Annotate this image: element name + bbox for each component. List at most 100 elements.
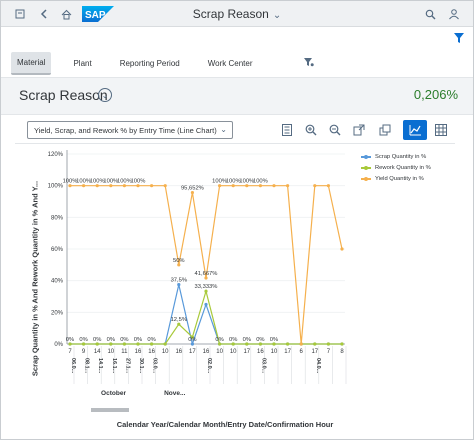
- data-point: [218, 184, 222, 188]
- filter-icon[interactable]: [453, 32, 465, 47]
- data-point: [122, 184, 126, 188]
- x-tick-label: 7: [327, 349, 331, 355]
- line-chart: Scrap Quantity in % And Rework Quantity …: [15, 143, 455, 438]
- chevron-down-icon: ⌄: [272, 10, 282, 21]
- data-point: [340, 247, 344, 251]
- data-point: [204, 289, 208, 293]
- data-label: 100%: [63, 179, 78, 185]
- x-date-label: 08.1...: [84, 358, 90, 374]
- data-point: [177, 263, 181, 267]
- legend-item-yield[interactable]: Yield Quantity in %: [361, 176, 431, 182]
- export-icon[interactable]: [349, 120, 369, 140]
- data-label: 33,333%: [195, 284, 218, 290]
- data-point: [150, 342, 154, 346]
- chart-view-icon[interactable]: [403, 120, 427, 140]
- tab-plant[interactable]: Plant: [73, 58, 92, 68]
- zoom-in-icon[interactable]: [301, 120, 321, 140]
- data-point: [245, 184, 249, 188]
- tab-work-center[interactable]: Work Center: [207, 58, 253, 68]
- x-tick-label: 16: [257, 349, 264, 355]
- overflow-menu-icon[interactable]: [11, 5, 29, 23]
- share-icon[interactable]: [375, 120, 395, 140]
- tab-material[interactable]: Material: [11, 51, 52, 75]
- data-label: 50%: [173, 258, 185, 264]
- x-date-label: 03.0...: [152, 358, 158, 374]
- data-point: [258, 342, 262, 346]
- data-point: [231, 184, 235, 188]
- data-point: [190, 342, 194, 346]
- data-point: [231, 342, 235, 346]
- x-tick-label: 6: [300, 349, 304, 355]
- data-label: 0%: [147, 337, 155, 343]
- home-icon[interactable]: [57, 5, 75, 23]
- data-point: [340, 342, 344, 346]
- data-point: [136, 184, 140, 188]
- data-label: 0%: [66, 337, 74, 343]
- data-point: [163, 342, 167, 346]
- x-date-label: 02.0...: [206, 358, 212, 374]
- sap-logo[interactable]: SAP: [82, 6, 114, 22]
- shell-title-text: Scrap Reason: [192, 7, 269, 21]
- data-label: 0%: [107, 337, 115, 343]
- x-tick-label: 16: [175, 349, 182, 355]
- data-point: [68, 184, 72, 188]
- data-point: [109, 342, 113, 346]
- chart-type-select[interactable]: Yield, Scrap, and Rework % by Entry Time…: [27, 121, 233, 139]
- y-tick-label: 0%: [54, 342, 63, 348]
- data-label: 100%: [131, 179, 146, 185]
- x-tick-label: 17: [311, 349, 318, 355]
- x-tick-label: 9: [82, 349, 86, 355]
- data-point: [204, 302, 208, 307]
- x-tick-label: 11: [121, 349, 128, 355]
- data-label: 0%: [188, 337, 196, 343]
- x-tick-label: 10: [162, 349, 169, 355]
- x-axis-label: Calendar Year/Calendar Month/Entry Date/…: [116, 420, 334, 429]
- legend-item-scrap[interactable]: Scrap Quantity in %: [361, 154, 431, 160]
- data-point: [204, 276, 208, 280]
- chart-toolbar: Yield, Scrap, and Rework % by Entry Time…: [1, 115, 473, 143]
- search-icon[interactable]: [421, 5, 439, 23]
- data-label: 0%: [93, 337, 101, 343]
- legend-label: Yield Quantity in %: [375, 176, 424, 182]
- y-tick-label: 40%: [51, 279, 64, 285]
- horizontal-scrollbar[interactable]: [91, 408, 129, 412]
- zoom-out-icon[interactable]: [325, 120, 345, 140]
- legend-item-rework[interactable]: Rework Quantity in %: [361, 165, 431, 171]
- filter-settings-icon[interactable]: [304, 57, 314, 70]
- x-tick-label: 10: [107, 349, 114, 355]
- data-point: [82, 184, 86, 188]
- back-icon[interactable]: [35, 5, 53, 23]
- data-point: [286, 342, 290, 346]
- user-icon[interactable]: [445, 5, 463, 23]
- chevron-down-icon[interactable]: ⌄: [98, 88, 112, 102]
- shell-title[interactable]: Scrap Reason ⌄: [1, 7, 473, 21]
- x-tick-label: 14: [94, 349, 101, 355]
- data-point: [177, 322, 181, 326]
- data-point: [286, 184, 290, 188]
- filter-bar: Material Plant Reporting Period Work Cen…: [1, 28, 473, 76]
- data-label: 95,652%: [181, 186, 204, 192]
- data-point: [150, 184, 154, 188]
- filter-tabs: Material Plant Reporting Period Work Cen…: [11, 51, 275, 75]
- chart-canvas: 0%20%40%60%80%100%120%7 9 14 10 11 16 16 10 16 17…: [48, 150, 347, 397]
- x-tick-label: 8: [340, 349, 344, 355]
- legend-label: Rework Quantity in %: [375, 165, 431, 171]
- chart-select-value: Yield, Scrap, and Rework % by Entry Time…: [34, 126, 217, 135]
- x-date-label: 03.0...: [260, 358, 266, 374]
- x-tick-label: 7: [68, 349, 72, 355]
- data-label: 100%: [212, 179, 227, 185]
- data-point: [258, 184, 262, 188]
- tab-reporting-period[interactable]: Reporting Period: [119, 58, 180, 68]
- x-date-label: 14.1...: [97, 358, 103, 374]
- data-point: [82, 342, 86, 346]
- legend-toggle-icon[interactable]: [277, 120, 297, 140]
- data-label: 0%: [229, 337, 237, 343]
- table-view-icon[interactable]: [431, 120, 451, 140]
- x-month-label: October: [101, 390, 126, 397]
- data-point: [95, 342, 99, 346]
- x-date-label: 04.0...: [315, 358, 321, 374]
- data-label: 100%: [76, 179, 91, 185]
- x-date-label: 30.1...: [138, 358, 144, 374]
- y-tick-label: 20%: [51, 310, 64, 316]
- data-point: [299, 342, 303, 346]
